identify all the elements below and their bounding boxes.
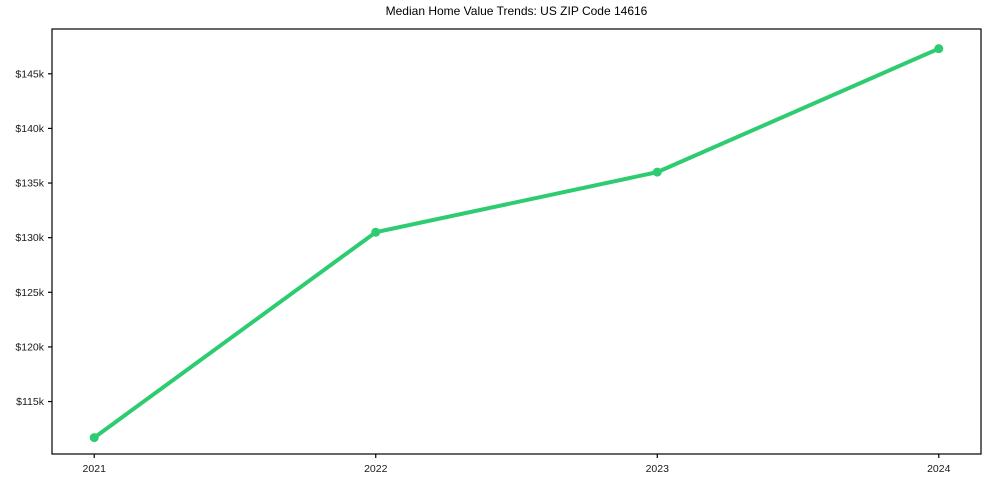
y-tick-label: $120k — [15, 341, 44, 353]
y-tick-label: $140k — [15, 123, 44, 135]
y-tick-label: $135k — [15, 178, 44, 190]
x-tick-label: 2021 — [83, 463, 107, 475]
data-point — [89, 433, 99, 443]
chart-title: Median Home Value Trends: US ZIP Code 14… — [385, 4, 648, 18]
y-tick-label: $130k — [15, 232, 44, 244]
y-tick-label: $145k — [15, 68, 44, 80]
y-tick-label: $125k — [15, 287, 44, 299]
x-tick-label: 2024 — [927, 463, 951, 475]
x-tick-label: 2023 — [646, 463, 670, 475]
data-point — [371, 227, 381, 237]
y-tick-label: $115k — [16, 396, 45, 408]
x-tick-label: 2022 — [364, 463, 388, 475]
plot-border — [51, 28, 982, 455]
trend-line — [92, 46, 941, 440]
data-point — [934, 44, 944, 54]
data-point — [652, 167, 662, 177]
